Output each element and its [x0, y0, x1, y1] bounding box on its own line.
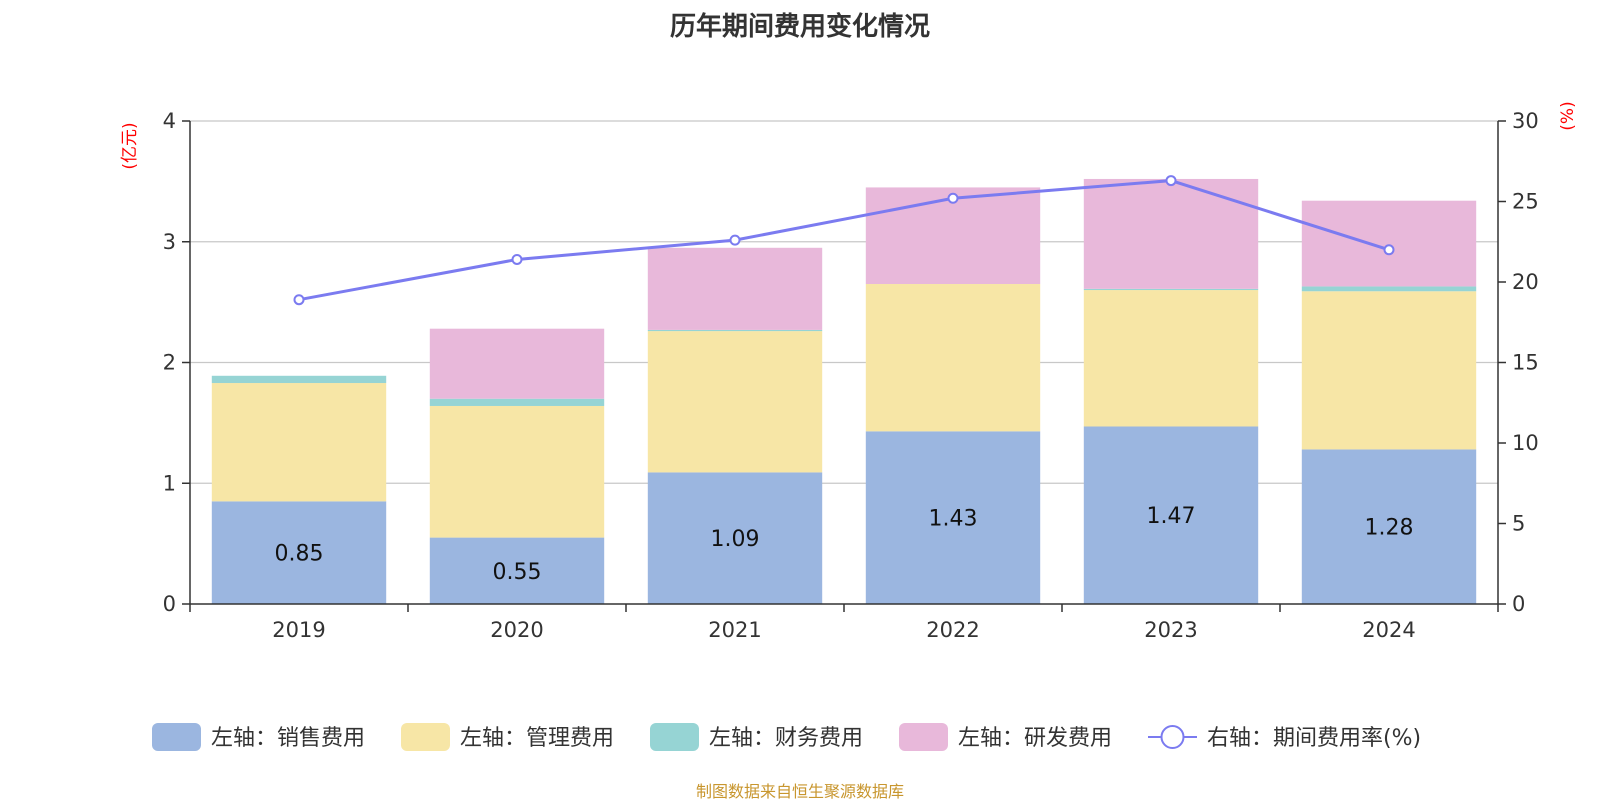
legend-swatch [650, 723, 699, 751]
bar-segment [1083, 288, 1259, 291]
bar-segment [429, 328, 605, 399]
left-axis-unit: (亿元) [120, 122, 140, 169]
bar-segment [647, 329, 823, 332]
rate-point [729, 234, 741, 246]
rate-point [293, 294, 305, 306]
bar-segment [647, 247, 823, 330]
rate-point [511, 253, 523, 265]
rate-line [298, 179, 1390, 302]
legend-line-marker [1160, 725, 1185, 749]
grid-lines [190, 120, 1498, 484]
rate-point [1383, 244, 1395, 256]
bar-segment [1301, 449, 1477, 604]
bar-group [211, 178, 1477, 604]
legend-label: 左轴：财务费用 [709, 726, 863, 751]
left-axis-tick-label: 3 [163, 230, 176, 254]
bar-data-label: 0.55 [493, 560, 542, 585]
label-group: 0.85 0.55 1.09 1.43 1.47 1.28 [275, 504, 1414, 585]
bar-segment [647, 472, 823, 604]
bar-segment [1301, 291, 1477, 450]
legend-swatch [152, 723, 201, 751]
legend-label: 右轴：期间费用率(%) [1207, 726, 1421, 751]
legend-swatch [401, 723, 450, 751]
x-axis-tick-label: 2020 [490, 618, 543, 642]
bar-data-label: 1.28 [1365, 516, 1414, 541]
bar-segment [429, 537, 605, 604]
source-note: 制图数据来自恒生聚源数据库 [695, 782, 904, 801]
right-axis-tick-label: 15 [1512, 351, 1539, 375]
left-axis-tick-label: 1 [163, 471, 176, 495]
chart-title: 历年期间费用变化情况 [669, 12, 930, 42]
x-axis-tick-label: 2024 [1362, 618, 1415, 642]
bar-segment [647, 331, 823, 473]
bar-segment [865, 431, 1041, 604]
legend-label: 左轴：销售费用 [211, 726, 365, 751]
right-axis-tick-label: 5 [1512, 512, 1525, 536]
bar-data-label: 1.43 [929, 507, 978, 532]
right-axis-tick-label: 25 [1512, 190, 1539, 214]
right-axis-tick-label: 30 [1512, 109, 1539, 133]
bar-segment [1083, 178, 1259, 289]
left-axis-tick-label: 2 [163, 351, 176, 375]
rate-point [947, 192, 959, 204]
bar-segment [429, 398, 605, 406]
legend-swatch [899, 723, 948, 751]
legend-label: 左轴：管理费用 [460, 726, 614, 751]
bar-data-label: 1.09 [711, 527, 760, 552]
right-axis-tick-label: 20 [1512, 270, 1539, 294]
bar-segment [429, 405, 605, 538]
bar-segment [211, 383, 387, 502]
bar-segment [1301, 200, 1477, 287]
legend: 左轴：销售费用 左轴：管理费用 左轴：财务费用 左轴：研发费用 右轴：期间费用率(%) [152, 723, 1421, 751]
bar-segment [211, 501, 387, 604]
rate-line-group [293, 175, 1395, 306]
right-axis-unit: (%) [1558, 101, 1578, 130]
left-axis-tick-label: 4 [163, 109, 176, 133]
axes: 0 1 2 3 4 0 5 10 15 20 25 30 (亿元) (%) 2019 2020 2021 2022… [120, 101, 1578, 642]
x-axis-tick-label: 2019 [272, 618, 325, 642]
bar-segment [1083, 426, 1259, 604]
left-axis-tick-label: 0 [163, 592, 176, 616]
right-axis-tick-label: 0 [1512, 592, 1525, 616]
bar-segment [1301, 286, 1477, 292]
bar-segment [1083, 290, 1259, 427]
legend-label: 左轴：研发费用 [958, 726, 1112, 751]
bar-data-label: 0.85 [275, 542, 324, 567]
bar-segment [865, 284, 1041, 432]
right-axis-tick-label: 10 [1512, 431, 1539, 455]
x-axis-tick-label: 2021 [708, 618, 761, 642]
x-axis-tick-label: 2023 [1144, 618, 1197, 642]
bar-segment [211, 375, 387, 384]
x-axis-tick-label: 2022 [926, 618, 979, 642]
rate-point [1165, 175, 1177, 187]
bar-data-label: 1.47 [1147, 504, 1196, 529]
